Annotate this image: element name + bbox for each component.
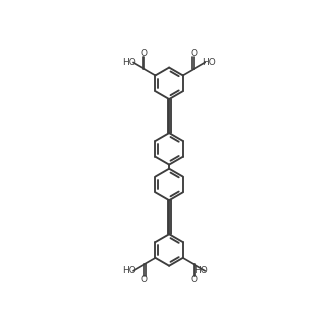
Text: HO: HO	[122, 266, 136, 275]
Text: O: O	[141, 275, 148, 284]
Text: HO: HO	[194, 266, 208, 275]
Text: HO: HO	[202, 58, 216, 67]
Text: O: O	[190, 275, 197, 284]
Text: O: O	[141, 49, 148, 58]
Text: O: O	[190, 49, 197, 58]
Text: HO: HO	[122, 58, 136, 67]
